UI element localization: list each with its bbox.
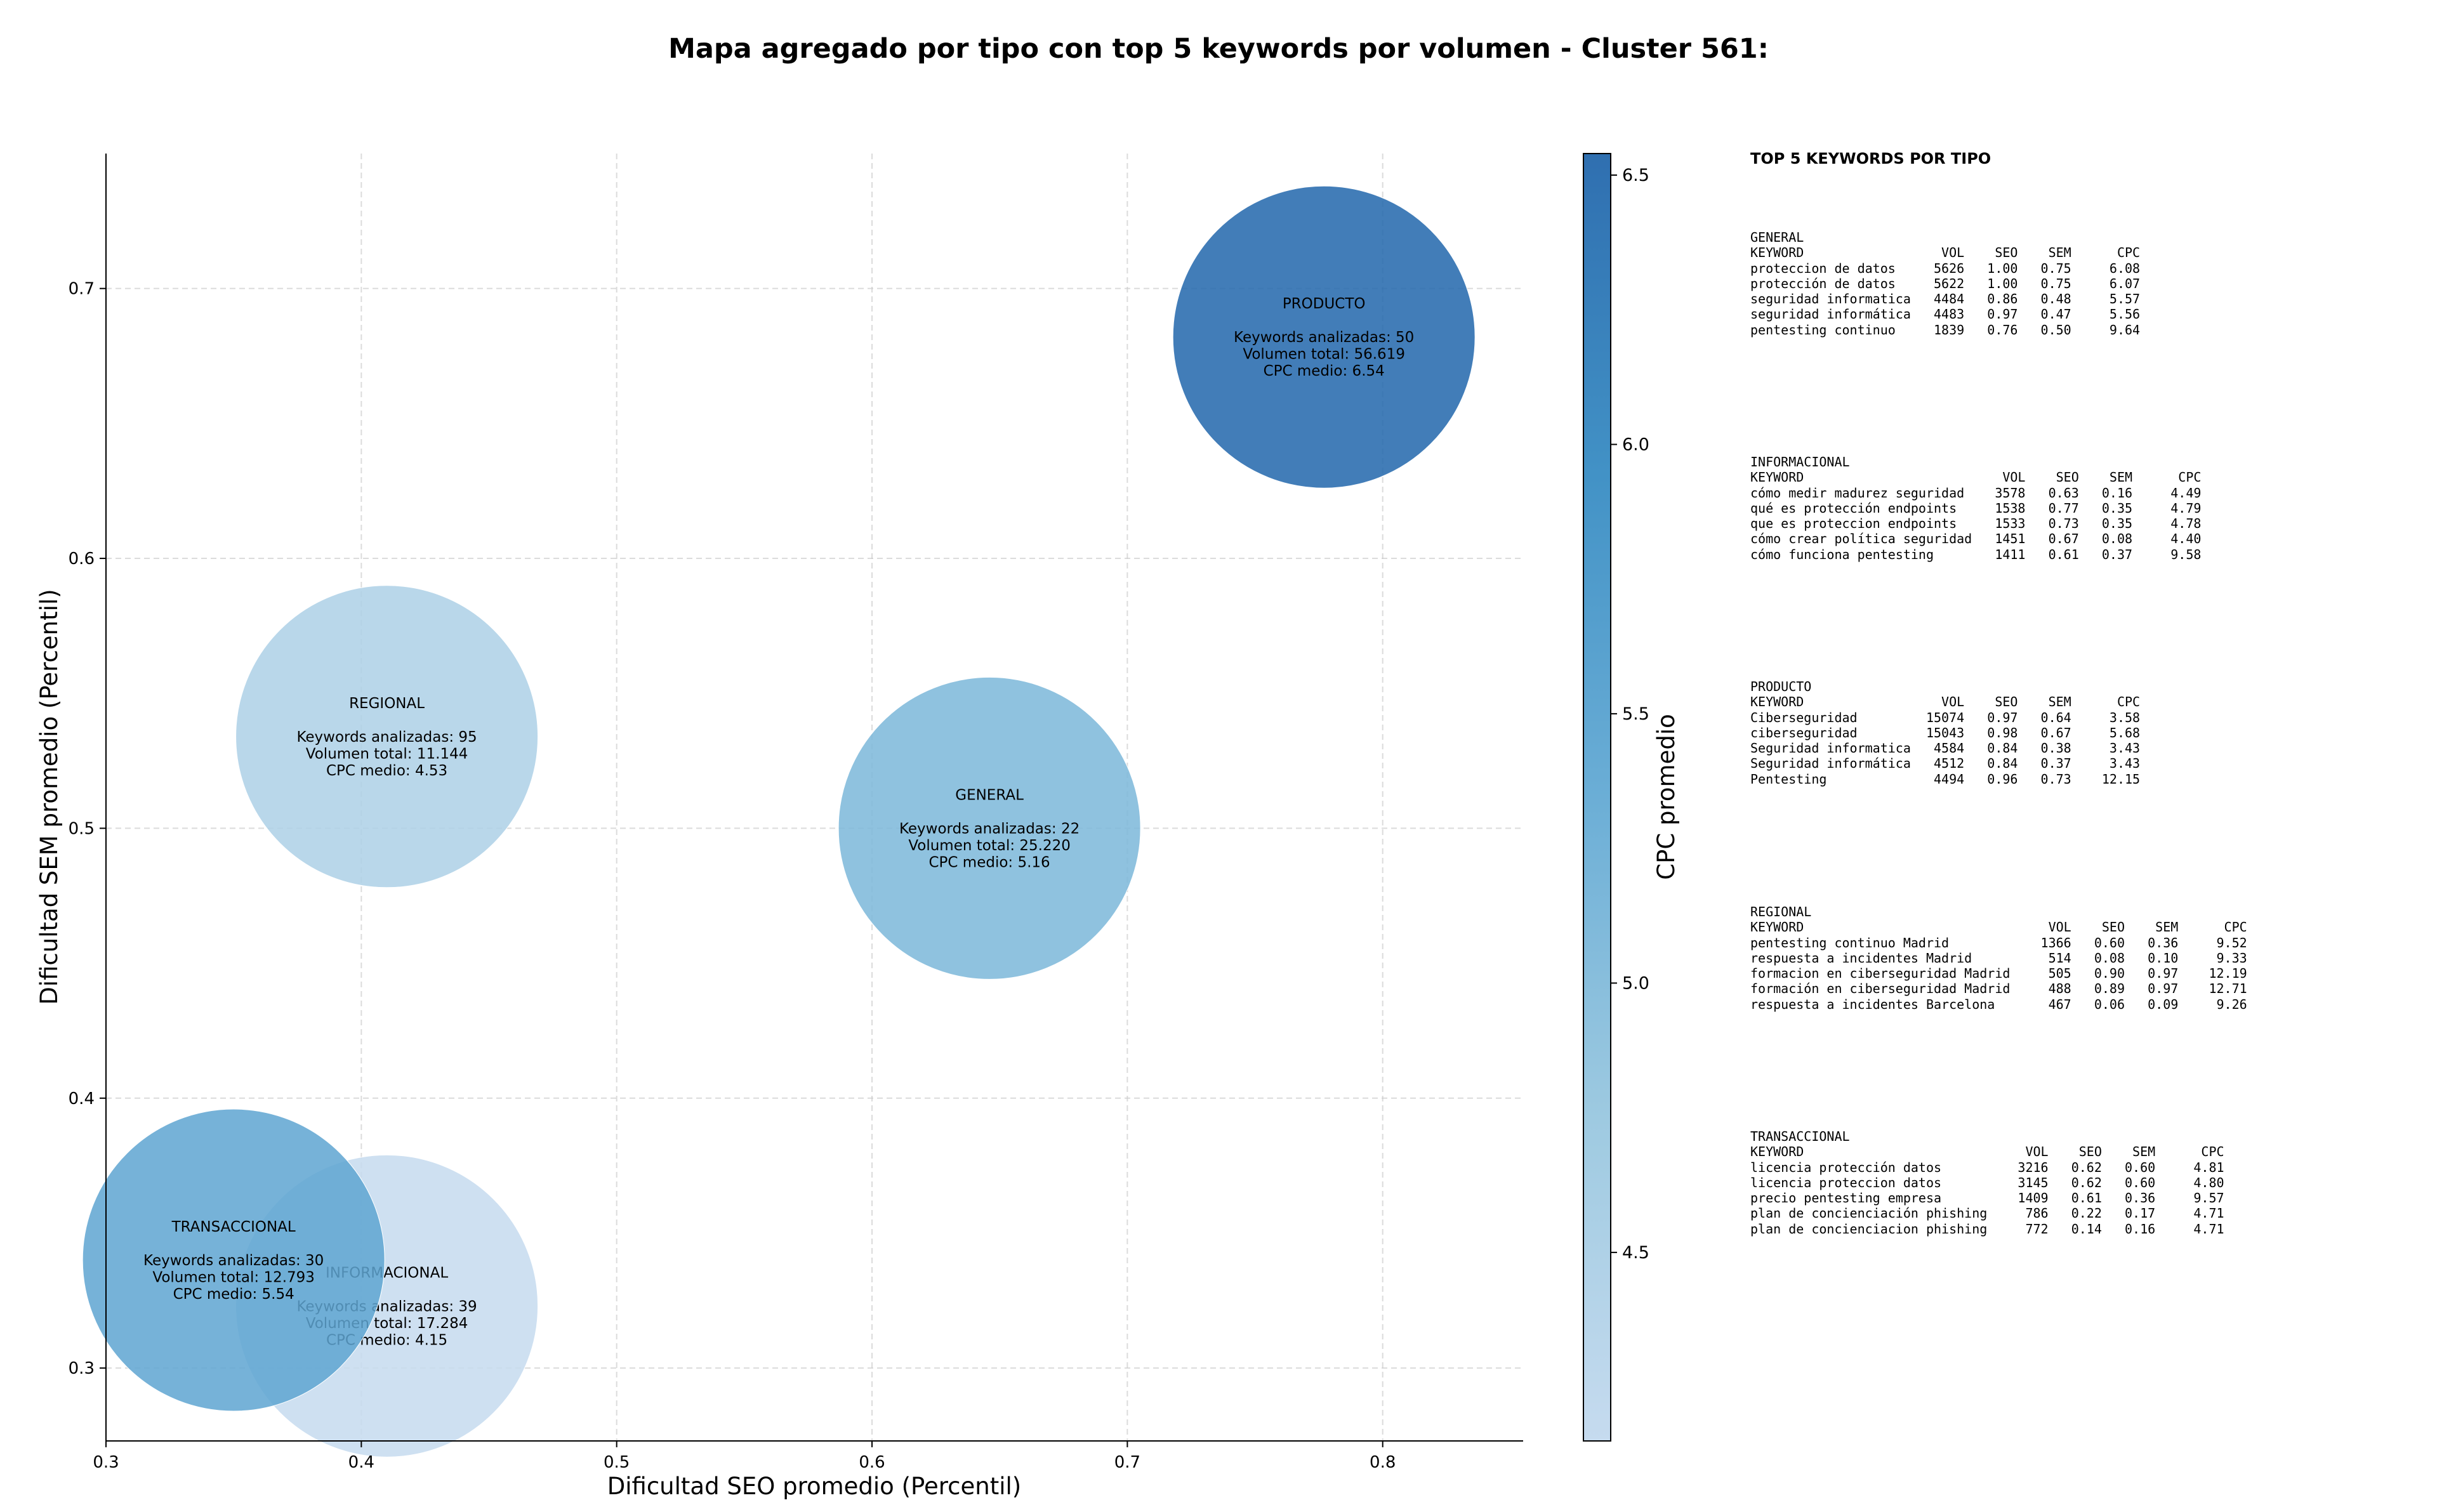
x-tick-label: 0.5 — [604, 1453, 630, 1472]
bubble-stat-label: Volumen total: 56.619 — [1243, 346, 1405, 363]
bubble-transaccional: TRANSACCIONAL Keywords analizadas: 30Volu… — [82, 1108, 385, 1412]
colorbar-tick-label: 6.0 — [1622, 435, 1649, 454]
ticks: 0.3 0.4 0.5 0.6 0.7 0.8 0.3 0.4 0.5 0.6 0.7 — [69, 280, 1396, 1472]
chart-title: Mapa agregado por tipo con top 5 keyword… — [668, 33, 1769, 65]
colorbar-tick-label: 4.5 — [1622, 1243, 1649, 1263]
bubble-stat-label: Keywords analizadas: 95 — [296, 729, 477, 746]
bubble-stat-label: Keywords analizadas: 30 — [143, 1252, 324, 1269]
colorbar-tick-label: 5.0 — [1622, 973, 1649, 993]
x-tick-label: 0.4 — [348, 1453, 374, 1472]
x-tick-label: 0.8 — [1370, 1453, 1396, 1472]
x-tick-label: 0.7 — [1114, 1453, 1140, 1472]
bubble-stat-label: CPC medio: 6.54 — [1264, 363, 1385, 379]
keyword-block-transaccional: TRANSACCIONAL KEYWORD VOL SEO SEM CPC li… — [1750, 1129, 2224, 1237]
colorbar-gradient — [1583, 153, 1611, 1442]
keyword-panel: TOP 5 KEYWORDS POR TIPO GENERAL KEYWORD … — [1750, 150, 2423, 1237]
bubble-type-label: GENERAL — [955, 787, 1024, 803]
keyword-block-informacional: INFORMACIONAL KEYWORD VOL SEO SEM CPC có… — [1750, 454, 2202, 562]
bubble-type-label: TRANSACCIONAL — [171, 1219, 296, 1235]
colorbar-tick-label: 6.5 — [1622, 166, 1649, 185]
bubble-stat-label: CPC medio: 5.54 — [173, 1286, 294, 1303]
bubble-circle — [82, 1108, 385, 1412]
bubble-stat-label: Keywords analizadas: 22 — [899, 820, 1080, 837]
keyword-block-producto: PRODUCTO KEYWORD VOL SEO SEM CPC Ciberse… — [1750, 679, 2141, 787]
bubble-type-label: PRODUCTO — [1283, 296, 1366, 312]
colorbar-label: CPC promedio — [1653, 714, 1680, 879]
bubble-stat-label: Volumen total: 11.144 — [306, 746, 468, 762]
colorbar-tick-label: 5.5 — [1622, 704, 1649, 724]
colorbar: 4.5 5.0 5.5 6.0 6.5 CPC promedio — [1583, 153, 1680, 1442]
y-tick-label: 0.5 — [69, 819, 95, 838]
keyword-block-regional: REGIONAL KEYWORD VOL SEO SEM CPC pentest… — [1750, 904, 2247, 1012]
keyword-block-general: GENERAL KEYWORD VOL SEO SEM CPC protecci… — [1750, 230, 2141, 338]
bubble-circle — [838, 676, 1141, 980]
colorbar-ticks: 4.5 5.0 5.5 6.0 6.5 — [1611, 166, 1649, 1263]
x-tick-label: 0.3 — [93, 1453, 119, 1472]
y-tick-label: 0.3 — [69, 1359, 95, 1378]
bubble-stat-label: Keywords analizadas: 50 — [1234, 329, 1414, 346]
bubble-stat-label: Volumen total: 12.793 — [152, 1270, 315, 1286]
y-tick-label: 0.7 — [69, 280, 95, 299]
bubble-stat-label: Volumen total: 25.220 — [908, 838, 1071, 854]
x-tick-label: 0.6 — [859, 1453, 885, 1472]
bubble-type-label: REGIONAL — [349, 695, 425, 712]
bubble-stat-label: CPC medio: 4.53 — [326, 763, 447, 779]
x-axis-label: Dificultad SEO promedio (Percentil) — [607, 1473, 1021, 1500]
bubble-stat-label: CPC medio: 5.16 — [929, 854, 1050, 871]
keyword-panel-heading: TOP 5 KEYWORDS POR TIPO — [1750, 150, 1991, 168]
axes — [105, 154, 1523, 1442]
bubble-circle — [235, 585, 539, 888]
y-tick-label: 0.4 — [69, 1089, 95, 1108]
bubble-circle — [1172, 185, 1476, 489]
y-tick-label: 0.6 — [69, 549, 95, 569]
y-axis-label: Dificultad SEM promedio (Percentil) — [36, 589, 63, 1004]
